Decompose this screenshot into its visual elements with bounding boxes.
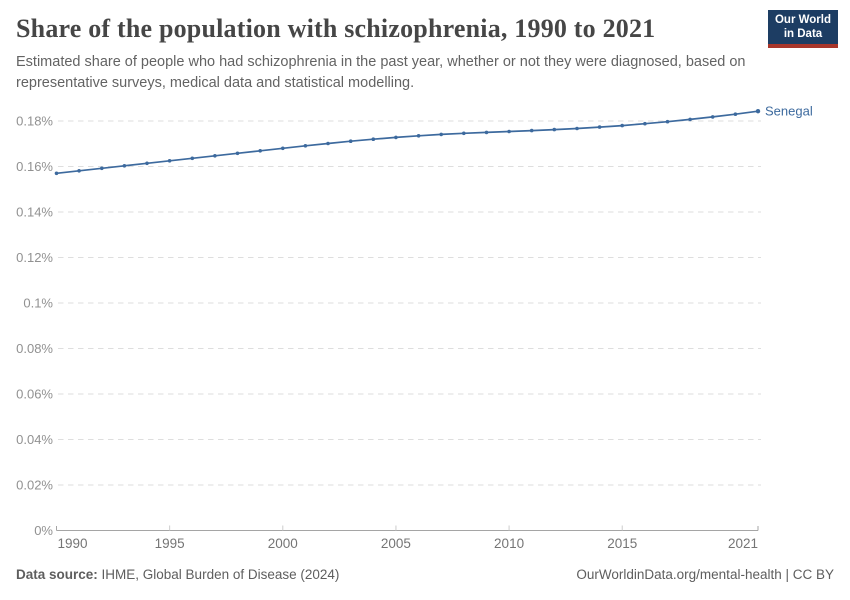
y-tick-label: 0% — [34, 523, 53, 538]
data-point[interactable] — [303, 144, 308, 148]
data-point[interactable] — [507, 129, 511, 134]
data-point[interactable] — [575, 126, 579, 131]
x-tick-label: 1990 — [58, 536, 88, 551]
y-tick-label: 0.08% — [16, 341, 53, 356]
data-point[interactable] — [643, 121, 647, 126]
data-point[interactable] — [416, 134, 421, 138]
data-point[interactable] — [710, 115, 715, 119]
data-point[interactable] — [597, 125, 602, 129]
chart-footer: Data source: IHME, Global Burden of Dise… — [16, 566, 834, 584]
data-point[interactable] — [665, 119, 670, 124]
data-point[interactable] — [167, 159, 172, 163]
chart-subtitle: Estimated share of people who had schizo… — [16, 54, 746, 92]
data-point[interactable] — [235, 151, 240, 156]
entity-label[interactable]: Senegal — [765, 104, 813, 119]
y-tick-label: 0.1% — [23, 296, 53, 311]
data-point[interactable] — [281, 146, 285, 151]
data-point[interactable] — [348, 139, 353, 143]
data-point[interactable] — [190, 156, 195, 161]
owid-logo[interactable]: Our World in Data — [768, 10, 838, 48]
y-tick-label: 0.16% — [16, 159, 53, 174]
data-point[interactable] — [462, 131, 466, 136]
logo-line1: Our World — [774, 14, 831, 26]
data-point[interactable] — [145, 161, 149, 166]
data-source-label: Data source: — [16, 567, 98, 582]
page-title: Share of the population with schizophren… — [16, 14, 656, 43]
x-tick-label: 1995 — [155, 536, 185, 551]
y-tick-label: 0.12% — [16, 250, 53, 265]
data-point[interactable] — [529, 128, 534, 133]
data-point[interactable] — [484, 130, 489, 135]
data-point[interactable] — [326, 141, 330, 146]
data-point[interactable] — [54, 171, 59, 176]
data-point[interactable] — [620, 123, 624, 128]
data-point[interactable] — [394, 135, 398, 140]
data-point[interactable] — [122, 164, 127, 168]
x-tick-label: 2010 — [494, 536, 524, 551]
data-point[interactable] — [688, 117, 692, 122]
x-tick-label: 2021 — [728, 536, 758, 551]
y-tick-label: 0.14% — [16, 205, 53, 220]
x-tick-label: 2000 — [268, 536, 298, 551]
data-point[interactable] — [439, 132, 444, 137]
logo-line2: in Data — [783, 28, 823, 40]
data-point[interactable] — [755, 109, 761, 114]
y-tick-label: 0.04% — [16, 432, 53, 447]
data-point[interactable] — [258, 149, 263, 153]
series-line[interactable] — [56, 110, 759, 175]
data-point[interactable] — [213, 154, 217, 158]
license-link[interactable]: OurWorldinData.org/mental-health | CC BY — [576, 567, 834, 582]
y-tick-label: 0.02% — [16, 478, 53, 493]
data-point[interactable] — [733, 112, 738, 116]
data-point[interactable] — [552, 127, 557, 132]
data-point[interactable] — [100, 166, 104, 171]
y-tick-label: 0.18% — [16, 114, 53, 129]
data-source-value: IHME, Global Burden of Disease (2024) — [97, 567, 340, 582]
data-point[interactable] — [371, 137, 376, 141]
data-point[interactable] — [77, 169, 81, 173]
y-tick-label: 0.06% — [16, 387, 53, 402]
x-tick-label: 2015 — [607, 536, 637, 551]
x-tick-label: 2005 — [381, 536, 411, 551]
data-source: Data source: IHME, Global Burden of Dise… — [16, 566, 339, 584]
